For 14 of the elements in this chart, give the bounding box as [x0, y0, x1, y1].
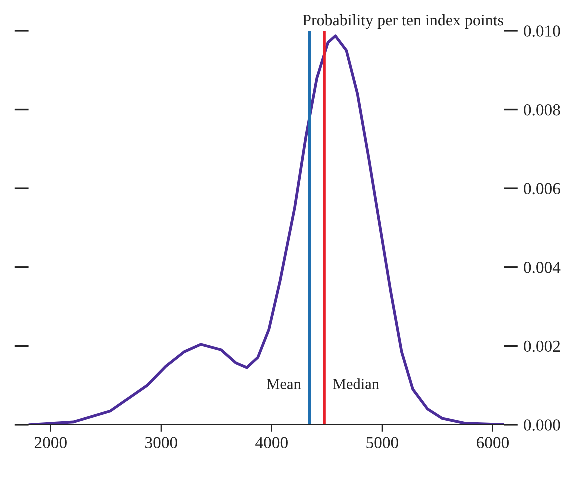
y-tick-label: 0.008 — [524, 104, 560, 116]
y-axis-title: Probability per ten index points — [303, 14, 504, 30]
y-tick-label: 0.004 — [524, 262, 561, 274]
x-tick-label: 6000 — [477, 437, 509, 448]
x-tick-label: 5000 — [366, 437, 398, 448]
y-tick-label: 0.006 — [524, 183, 560, 195]
x-tick-label: 3000 — [146, 437, 178, 448]
y-tick-label: 0.010 — [524, 26, 560, 37]
ref-line-label: Mean — [267, 379, 302, 390]
x-tick-label: 4000 — [256, 437, 288, 448]
y-tick-label: 0.000 — [524, 420, 560, 431]
y-tick-label: 0.002 — [524, 340, 560, 352]
ref-line-label: Median — [333, 378, 380, 390]
x-tick-label: 2000 — [34, 437, 67, 448]
